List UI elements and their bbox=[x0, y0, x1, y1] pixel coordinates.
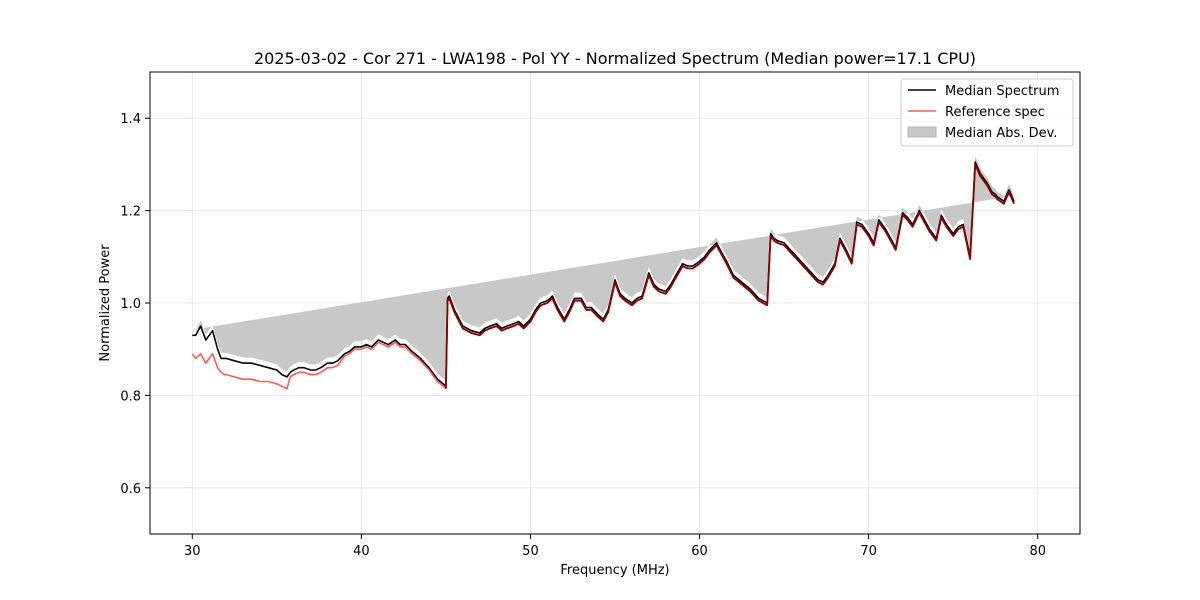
mad-band bbox=[192, 156, 1015, 381]
legend-swatch-mad bbox=[907, 126, 937, 138]
y-tick-label: 1.4 bbox=[120, 112, 141, 127]
x-tick-label: 80 bbox=[1029, 544, 1046, 559]
y-tick-label: 0.8 bbox=[120, 389, 141, 404]
x-tick-label: 50 bbox=[522, 544, 539, 559]
chart-title: 2025-03-02 - Cor 271 - LWA198 - Pol YY -… bbox=[254, 49, 976, 68]
y-axis-ticks: 0.6 0.8 1.0 1.2 1.4 bbox=[120, 112, 150, 497]
x-tick-label: 60 bbox=[691, 544, 708, 559]
median-spectrum-line bbox=[192, 161, 1015, 387]
legend-label-median: Median Spectrum bbox=[945, 84, 1059, 99]
y-tick-label: 0.6 bbox=[120, 482, 141, 497]
x-tick-label: 40 bbox=[353, 544, 370, 559]
legend-box bbox=[900, 78, 1074, 147]
x-tick-label: 70 bbox=[860, 544, 877, 559]
x-tick-label: 30 bbox=[184, 544, 201, 559]
y-axis-label: Normalized Power bbox=[98, 244, 113, 362]
overlap-line bbox=[445, 163, 1015, 389]
x-axis-ticks: 30 40 50 60 70 80 bbox=[184, 534, 1046, 559]
y-tick-label: 1.0 bbox=[120, 297, 141, 312]
x-axis-label: Frequency (MHz) bbox=[560, 563, 669, 578]
legend-label-mad: Median Abs. Dev. bbox=[945, 126, 1057, 141]
plot-area bbox=[191, 156, 1015, 390]
y-tick-label: 1.2 bbox=[120, 205, 141, 220]
legend-label-reference: Reference spec bbox=[945, 105, 1045, 120]
legend: Median Spectrum Reference spec Median Ab… bbox=[900, 78, 1074, 147]
